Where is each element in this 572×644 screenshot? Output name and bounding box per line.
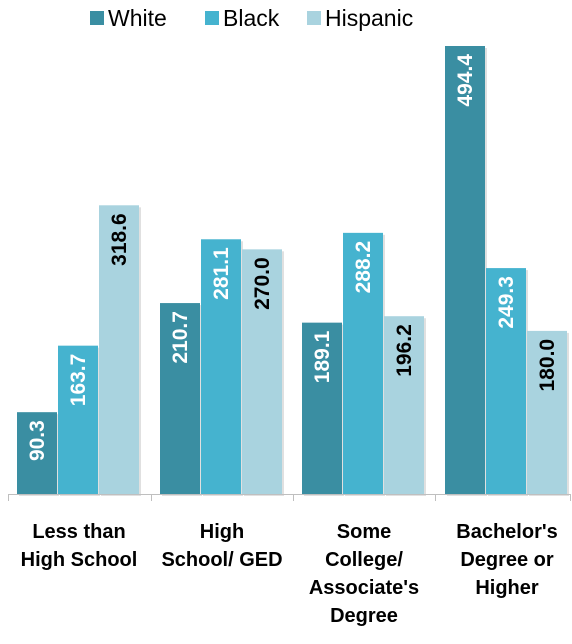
legend-label: Hispanic [325, 5, 413, 31]
category-label: Some College/Associate's Degree [309, 521, 419, 627]
value-label: 281.1 [210, 247, 233, 300]
bar-hispanic-0: 318.6 [99, 205, 141, 496]
bar-rect [486, 268, 526, 494]
bar-black-3: 249.3 [486, 268, 528, 496]
bar-hispanic-3: 180.0 [527, 330, 569, 496]
bar-white-0: 90.3 [17, 412, 59, 496]
bar-rect [58, 345, 98, 494]
value-label: 210.7 [169, 311, 192, 364]
bar-rect [527, 330, 567, 494]
bar-rect [384, 316, 424, 494]
bar-rect [343, 232, 383, 494]
bar-hispanic-2: 196.2 [384, 316, 426, 496]
legend-item-white: White [90, 5, 167, 31]
bar-rect [160, 303, 200, 494]
bar-white-3: 494.4 [445, 46, 487, 496]
legend-swatch [205, 11, 219, 25]
value-label: 163.7 [67, 354, 90, 407]
category-labels: Less than High School High School/ GED Some C… [21, 521, 558, 627]
value-label: 288.2 [352, 241, 375, 294]
legend-label: White [108, 5, 167, 31]
category-label: Less than High School [21, 521, 138, 571]
legend-item-hispanic: Hispanic [307, 5, 413, 31]
value-label: 249.3 [495, 276, 518, 329]
bar-rect [99, 205, 139, 494]
bars-group: 90.3 163.7 318.6 210.7 281.1 270.0 189.1 288.2 1… [17, 46, 569, 496]
legend-item-black: Black [205, 5, 280, 31]
category-label: High School/ GED [161, 521, 282, 571]
bar-black-0: 163.7 [58, 345, 100, 496]
category-label: Bachelor's Degree or Higher [456, 521, 557, 599]
bar-rect [445, 46, 485, 494]
value-label: 189.1 [311, 330, 334, 383]
value-label: 180.0 [536, 339, 559, 392]
bar-white-1: 210.7 [160, 303, 202, 496]
legend-swatch [90, 11, 104, 25]
bar-rect [242, 249, 282, 494]
value-label: 270.0 [251, 257, 274, 310]
value-label: 90.3 [26, 420, 49, 461]
bar-rect [201, 239, 241, 494]
value-label: 196.2 [393, 324, 416, 377]
bar-black-1: 281.1 [201, 239, 243, 496]
legend: White Black Hispanic [90, 5, 413, 31]
legend-swatch [307, 11, 321, 25]
bar-rect [17, 412, 57, 494]
bar-hispanic-1: 270.0 [242, 249, 284, 496]
x-axis [8, 494, 571, 501]
bar-black-2: 288.2 [343, 232, 385, 496]
value-label: 318.6 [108, 213, 131, 266]
bar-white-2: 189.1 [302, 322, 344, 496]
legend-label: Black [223, 5, 280, 31]
bar-rect [302, 322, 342, 494]
value-label: 494.4 [454, 54, 477, 107]
